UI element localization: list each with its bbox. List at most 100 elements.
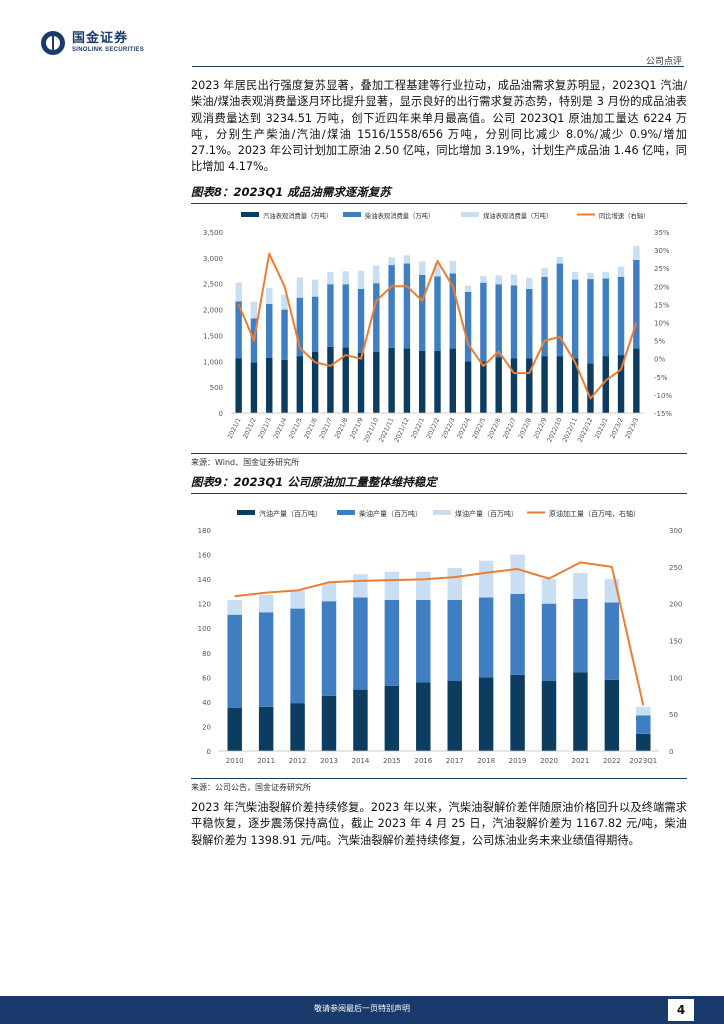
fig9-bar-2 — [258, 595, 274, 613]
fig8-category-label: 2022/6 — [487, 417, 503, 440]
fig8-category-label: 2023/3 — [624, 417, 640, 440]
paragraph-crack-spread: 2023 年汽柴油裂解价差持续修复。2023 年以来，汽柴油裂解价差伴随原油价格… — [191, 800, 687, 849]
fig8-bar-2 — [434, 263, 441, 277]
fig9-bar-1 — [510, 593, 525, 675]
footer-bar — [0, 996, 724, 1024]
fig8-right-tick-label: -5% — [654, 374, 668, 382]
fig8-category-label: 2021/1 — [227, 417, 243, 440]
fig9-bar-2 — [290, 590, 305, 609]
fig9-category-label: 2017 — [446, 757, 464, 765]
fig9-bar-0 — [604, 679, 620, 751]
fig8-category-label: 2021/8 — [334, 417, 350, 440]
fig8-category-label: 2021/9 — [349, 417, 365, 440]
fig8-bar-1 — [449, 273, 456, 349]
fig9-legend-label-0: 汽油产量（百万吨） — [259, 509, 322, 518]
fig9-bar-0 — [478, 677, 494, 751]
fig9-legend-swatch-0 — [237, 510, 255, 515]
fig9-bar-0 — [321, 695, 337, 751]
fig8-category-label: 2022/9 — [533, 417, 549, 440]
fig8-bar-0 — [403, 348, 411, 413]
fig8-legend-label-2: 煤油表观消费量（万吨） — [483, 211, 552, 220]
fig9-bar-1 — [227, 614, 242, 709]
fig8-bar-1 — [388, 265, 395, 348]
fig9-bar-1 — [321, 601, 337, 696]
fig9-bar-0 — [227, 708, 242, 751]
fig8-bar-1 — [495, 284, 502, 358]
fig8-bar-0 — [495, 357, 502, 413]
fig8-bar-1 — [342, 284, 349, 348]
fig8-bar-0 — [296, 356, 304, 413]
figure9-chart: 汽油产量（百万吨） 柴油产量（百万吨） 煤油产量（百万吨） 原油加工量（百万吨，右轴）… — [198, 509, 683, 765]
fig8-bar-2 — [480, 275, 487, 283]
fig8-category-label: 2022/1 — [410, 417, 426, 440]
fig8-bar-2 — [418, 261, 426, 275]
fig9-right-tick-label: 150 — [669, 638, 682, 646]
fig8-bar-0 — [571, 358, 579, 413]
fig8-bar-2 — [266, 287, 273, 304]
fig8-bar-0 — [526, 358, 533, 413]
fig9-legend-label-2: 煤油产量（百万吨） — [455, 509, 518, 518]
fig8-bar-2 — [357, 270, 365, 289]
fig9-legend-label-1: 柴油产量（百万吨） — [359, 509, 422, 518]
fig8-category-label: 2022/8 — [517, 417, 533, 440]
fig8-bar-2 — [250, 301, 258, 319]
fig8-category-label: 2022/4 — [456, 417, 472, 440]
fig9-left-tick-label: 180 — [198, 527, 211, 535]
fig9-left-tick-label: 60 — [202, 674, 211, 682]
fig8-bar-0 — [434, 350, 441, 413]
fig8-bar-1 — [357, 288, 365, 354]
footer-disclaimer: 敬请参阅最后一页特别声明 — [314, 1004, 410, 1013]
brand-name-cn: 国金证券 — [72, 31, 129, 46]
fig9-bar-0 — [258, 706, 274, 751]
paragraph-crack-spread-text: 2023 年汽柴油裂解价差持续修复。2023 年以来，汽柴油裂解价差伴随原油价格… — [191, 801, 687, 847]
fig8-bar-0 — [250, 362, 258, 413]
fig9-category-label: 2012 — [289, 757, 307, 765]
fig9-right-tick-label: 50 — [669, 711, 678, 719]
fig8-right-tick-label: -15% — [654, 410, 672, 418]
fig8-bar-1 — [327, 284, 334, 347]
fig8-right-tick-label: 20% — [654, 283, 670, 291]
fig8-bar-1 — [464, 291, 472, 362]
fig8-right-tick-label: 25% — [654, 265, 670, 273]
fig9-bar-2 — [227, 599, 242, 615]
fig9-bar-0 — [541, 681, 557, 751]
fig9-bar-2 — [541, 579, 557, 604]
fig9-bar-0 — [290, 703, 305, 751]
fig9-category-label: 2011 — [257, 757, 275, 765]
fig8-category-label: 2023/2 — [609, 417, 625, 440]
fig8-bar-2 — [342, 271, 349, 285]
fig8-bar-2 — [388, 257, 395, 266]
fig8-category-label: 2021/5 — [288, 417, 304, 440]
fig8-bar-1 — [373, 283, 380, 352]
fig9-left-tick-label: 140 — [198, 576, 211, 584]
fig8-bar-1 — [633, 259, 640, 349]
fig9-legend-swatch-2 — [433, 510, 451, 515]
fig9-bar-0 — [353, 689, 368, 751]
fig9-category-label: 2018 — [477, 757, 495, 765]
fig8-bar-0 — [556, 356, 564, 413]
figure9-title: 图表9：2023Q1 公司原油加工量整体维持稳定 — [191, 474, 687, 494]
fig9-category-label: 2023Q1 — [629, 757, 657, 765]
fig9-right-tick-label: 100 — [669, 674, 682, 682]
fig9-left-tick-label: 160 — [198, 552, 211, 560]
fig9-category-label: 2014 — [352, 757, 370, 765]
fig9-category-label: 2016 — [414, 757, 432, 765]
fig8-bar-0 — [449, 348, 456, 413]
fig8-bar-2 — [311, 279, 319, 297]
fig9-bar-2 — [573, 572, 588, 599]
fig9-bar-1 — [478, 597, 494, 678]
fig8-bar-0 — [235, 358, 242, 413]
fig8-bar-2 — [526, 278, 533, 289]
fig9-bar-2 — [321, 582, 337, 602]
fig8-bar-1 — [418, 274, 426, 351]
fig8-category-label: 2022/5 — [471, 417, 487, 440]
page-number: 4 — [668, 999, 694, 1021]
fig8-left-tick-label: 500 — [210, 384, 223, 392]
brand-logo: 国金证券 SINOLINK SECURITIES — [40, 30, 144, 56]
fig8-category-label: 2021/12 — [393, 417, 410, 444]
fig9-category-label: 2020 — [540, 757, 558, 765]
fig9-left-tick-label: 0 — [207, 748, 211, 756]
fig9-legend-swatch-1 — [337, 510, 355, 515]
fig8-bar-2 — [235, 282, 242, 302]
fig8-bar-0 — [617, 355, 625, 413]
